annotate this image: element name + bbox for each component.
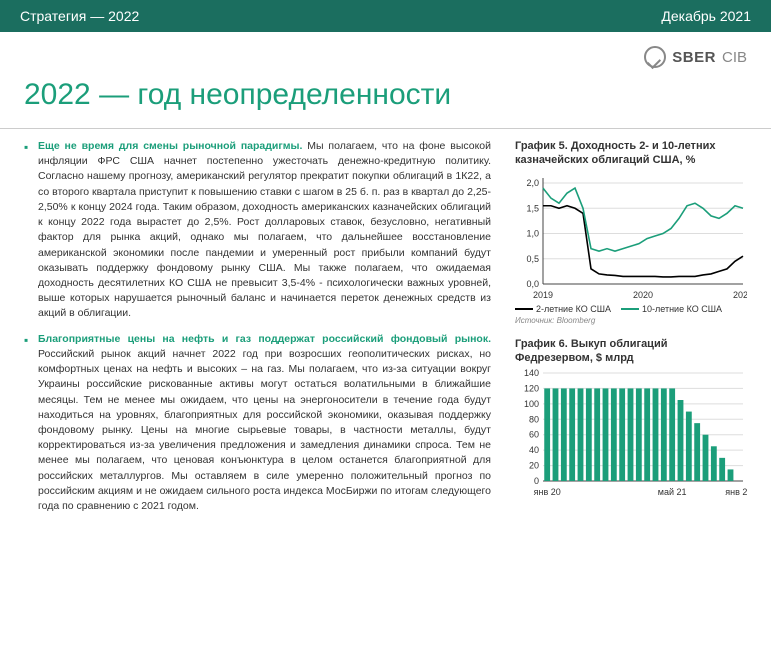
svg-text:120: 120 xyxy=(524,384,539,394)
text-column: Еще не время для смены рыночной парадигм… xyxy=(24,139,491,524)
chart5-source: Источник: Bloomberg xyxy=(515,316,747,325)
page-title: 2022 — год неопределенности xyxy=(0,72,771,122)
svg-text:2,0: 2,0 xyxy=(526,178,539,188)
header-bar: Стратегия — 2022 Декабрь 2021 xyxy=(0,0,771,32)
svg-text:2019: 2019 xyxy=(533,290,553,300)
content-row: Еще не время для смены рыночной парадигм… xyxy=(0,139,771,524)
svg-text:40: 40 xyxy=(529,445,539,455)
legend-item-10y: 10-летние КО США xyxy=(621,304,722,314)
bullet-1-lead: Еще не время для смены рыночной парадигм… xyxy=(38,140,302,152)
svg-text:80: 80 xyxy=(529,414,539,424)
brand-sub: CIB xyxy=(722,49,747,66)
svg-text:60: 60 xyxy=(529,430,539,440)
svg-text:2021: 2021 xyxy=(733,290,747,300)
charts-column: График 5. Доходность 2- и 10-летних казн… xyxy=(515,139,747,524)
legend-item-2y: 2-летние КО США xyxy=(515,304,611,314)
header-title: Стратегия — 2022 xyxy=(20,8,139,24)
bullet-2-text: Российский рынок акций начнет 2022 год п… xyxy=(38,348,491,512)
svg-text:2020: 2020 xyxy=(633,290,653,300)
bullet-2-lead: Благоприятные цены на нефть и газ поддер… xyxy=(38,333,491,345)
chart6: 0 20 40 60 80 100 120 140 янв 20 май 21 янв 22 xyxy=(515,369,747,499)
chart5-title: График 5. Доходность 2- и 10-летних казн… xyxy=(515,139,747,168)
svg-text:0: 0 xyxy=(534,476,539,486)
chart5: 0,0 0,5 1,0 1,5 2,0 2019 2020 2021 xyxy=(515,172,747,302)
svg-text:0,0: 0,0 xyxy=(526,279,539,289)
svg-text:20: 20 xyxy=(529,461,539,471)
bullet-1: Еще не время для смены рыночной парадигм… xyxy=(24,139,491,322)
divider xyxy=(0,128,771,129)
brand-row: SBER CIB xyxy=(0,32,771,72)
svg-text:янв 20: янв 20 xyxy=(534,487,561,497)
svg-text:янв 22: янв 22 xyxy=(725,487,747,497)
svg-text:1,5: 1,5 xyxy=(526,203,539,213)
svg-text:140: 140 xyxy=(524,369,539,378)
sber-logo-icon xyxy=(644,46,666,68)
chart5-legend: 2-летние КО США 10-летние КО США xyxy=(515,304,747,314)
brand-name: SBER xyxy=(672,49,716,66)
svg-text:100: 100 xyxy=(524,399,539,409)
svg-text:1,0: 1,0 xyxy=(526,228,539,238)
chart6-title: График 6. Выкуп облигаций Федрезервом, $… xyxy=(515,337,747,366)
svg-text:май 21: май 21 xyxy=(658,487,687,497)
bullet-2: Благоприятные цены на нефть и газ поддер… xyxy=(24,332,491,515)
header-date: Декабрь 2021 xyxy=(661,8,751,24)
svg-text:0,5: 0,5 xyxy=(526,253,539,263)
bullet-1-text: Мы полагаем, что на фоне высокой инфляци… xyxy=(38,140,491,319)
